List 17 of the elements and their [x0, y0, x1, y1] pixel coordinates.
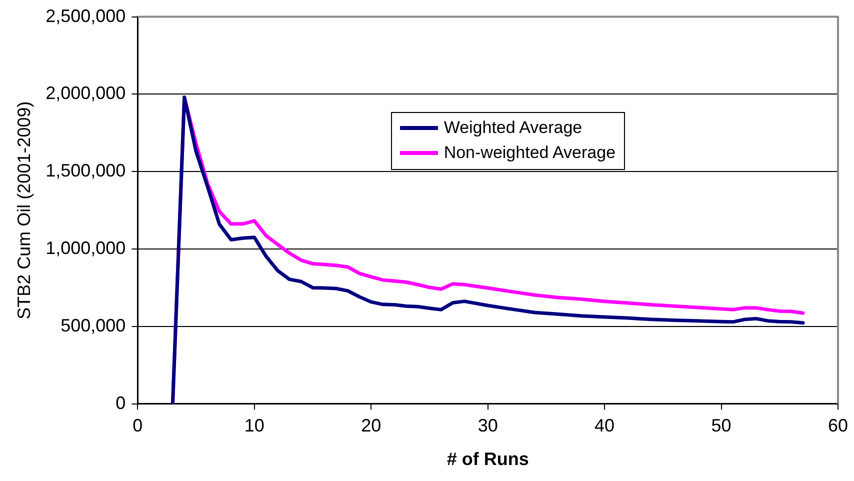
x-tick-label: 60 [828, 416, 848, 436]
y-tick-label: 2,500,000 [46, 6, 126, 26]
legend-label: Weighted Average [444, 118, 582, 138]
y-tick-label: 0 [116, 392, 126, 413]
x-tick-label: 30 [478, 416, 498, 436]
y-tick-label: 2,000,000 [46, 83, 126, 104]
y-tick-label: 1,500,000 [46, 160, 126, 181]
y-tick-label: 1,000,000 [46, 238, 126, 258]
x-axis-title: # of Runs [446, 449, 529, 470]
legend-label: Non-weighted Average [444, 143, 616, 164]
x-tick-label: 20 [361, 416, 382, 436]
x-tick-label: 50 [711, 416, 732, 436]
x-tick-label: 0 [132, 416, 143, 436]
y-axis-title: STB2 Cum Oil (2001-2009) [14, 101, 34, 320]
x-tick-label: 10 [244, 416, 264, 436]
y-tick-label: 500,000 [60, 315, 126, 336]
x-tick-label: 40 [594, 416, 615, 436]
